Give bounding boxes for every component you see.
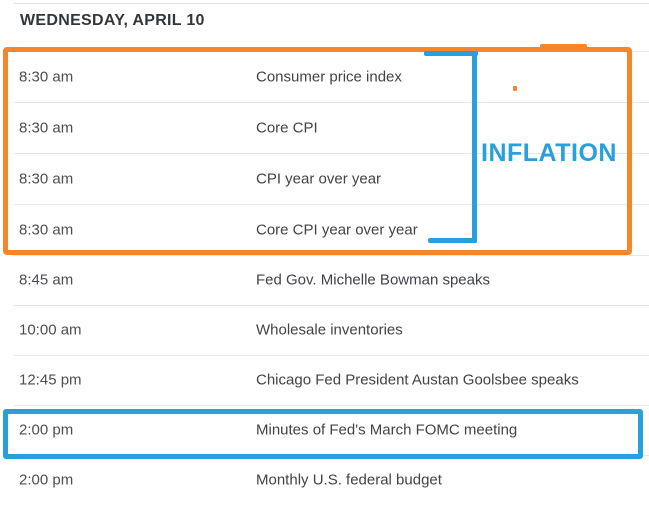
event-time: 8:30 am — [19, 170, 74, 187]
schedule-row: 8:30 am CPI year over year — [0, 153, 649, 204]
event-name: Minutes of Fed's March FOMC meeting — [256, 421, 518, 439]
schedule-row: 10:00 am Wholesale inventories — [0, 305, 649, 355]
schedule-row: 8:30 am Core CPI year over year — [0, 204, 649, 255]
event-name: Chicago Fed President Austan Goolsbee sp… — [256, 371, 579, 389]
event-name: Fed Gov. Michelle Bowman speaks — [256, 271, 490, 289]
event-name: Monthly U.S. federal budget — [256, 471, 442, 489]
date-header: WEDNESDAY, APRIL 10 — [20, 12, 205, 29]
event-time: 12:45 pm — [19, 371, 82, 389]
event-time: 10:00 am — [19, 321, 82, 339]
event-time: 8:45 am — [19, 271, 74, 289]
event-time: 2:00 pm — [19, 421, 74, 439]
schedule-row: 8:30 am Core CPI — [0, 102, 649, 153]
event-name: CPI year over year — [256, 170, 382, 187]
event-time: 8:30 am — [19, 119, 74, 136]
schedule-row: 2:00 pm Monthly U.S. federal budget — [0, 455, 649, 505]
event-time: 8:30 am — [19, 221, 74, 238]
event-time: 8:30 am — [19, 68, 74, 85]
schedule-row: 2:00 pm Minutes of Fed's March FOMC meet… — [0, 405, 649, 455]
event-time: 2:00 pm — [19, 471, 74, 489]
event-name: Consumer price index — [256, 68, 402, 85]
schedule-row: 12:45 pm Chicago Fed President Austan Go… — [0, 355, 649, 405]
schedule-row: 8:30 am Consumer price index — [0, 51, 649, 102]
event-name: Core CPI year over year — [256, 221, 418, 238]
event-name: Wholesale inventories — [256, 321, 403, 339]
event-name: Core CPI — [256, 119, 318, 136]
orange-stray-tick — [540, 44, 587, 48]
schedule-table: 8:30 am Consumer price index 8:30 am Cor… — [0, 51, 649, 505]
top-divider — [14, 3, 649, 4]
schedule-row: 8:45 am Fed Gov. Michelle Bowman speaks — [0, 255, 649, 305]
